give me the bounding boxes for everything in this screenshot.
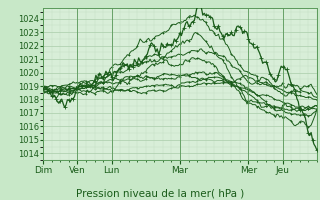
Text: Pression niveau de la mer( hPa ): Pression niveau de la mer( hPa ) bbox=[76, 188, 244, 198]
